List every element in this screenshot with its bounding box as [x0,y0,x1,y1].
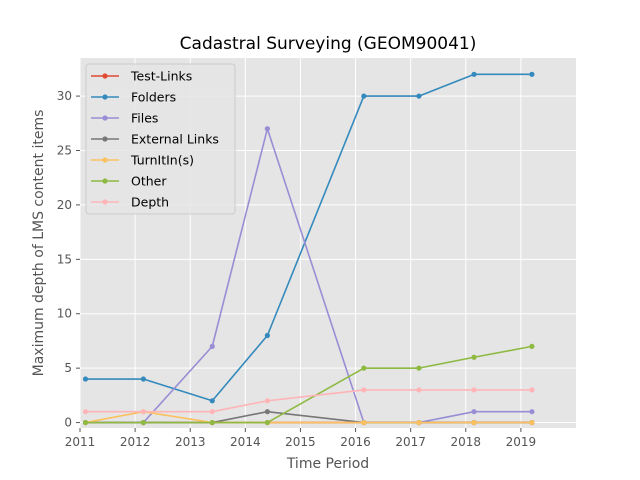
y-tick-label: 5 [64,361,72,375]
legend-label: Test-Links [130,69,192,84]
x-tick-label: 2018 [451,435,482,449]
y-tick-label: 10 [57,307,72,321]
data-point [361,365,367,371]
data-point [529,71,535,77]
chart-title: Cadastral Surveying (GEOM90041) [180,34,477,54]
data-point [416,387,422,393]
legend-item: Depth [91,195,169,210]
data-point [471,419,477,426]
legend: Test-Links Folders Files External Links Turn… [85,63,236,215]
legend-label: External Links [131,132,219,147]
legend-swatch-marker [102,73,108,79]
data-point [529,419,535,426]
data-point [209,398,215,404]
legend-label: TurnItIn(s) [130,153,194,168]
legend-swatch-marker [102,136,108,142]
legend-item: Files [91,111,158,126]
data-point [264,398,270,404]
data-point [471,409,477,415]
data-point [361,419,367,426]
legend-swatch-marker [102,199,108,205]
y-tick-label: 0 [64,416,72,430]
legend-item: TurnItIn(s) [91,153,194,168]
series-line [85,410,532,424]
data-point [529,409,535,415]
series-line [85,73,532,402]
x-tick-label: 2012 [120,435,151,449]
x-axis-label: Time Period [286,456,369,472]
data-point [140,409,146,415]
series-line [85,127,532,424]
data-point [82,376,89,382]
data-point [471,387,477,393]
data-point [264,126,270,132]
data-point [529,387,535,393]
legend-swatch-marker [102,115,108,121]
legend-swatch-marker [102,178,108,184]
data-point [82,419,89,426]
data-point [82,409,89,415]
legend-box [85,63,236,215]
data-point [264,419,270,426]
x-tick-label: 2015 [285,435,316,449]
axis-ticks: 2011 2012 2013 2014 2015 2016 2017 2018 20190510… [57,89,536,449]
legend-swatch-marker [102,94,108,100]
data-point [361,387,367,393]
x-tick-label: 2013 [175,435,206,449]
series-depth [82,387,535,415]
data-point [209,343,215,349]
data-point [471,71,477,77]
legend-label: Depth [131,195,169,210]
data-point [416,419,422,426]
series-layer [82,71,535,426]
y-tick-label: 30 [57,89,72,103]
data-point [416,365,422,371]
y-tick-label: 20 [57,198,72,212]
data-point [471,354,477,360]
series-folders [82,71,535,404]
x-tick-label: 2017 [395,435,426,449]
legend-label: Folders [131,90,176,105]
legend-item: Test-Links [91,69,192,84]
data-point [209,409,215,415]
x-tick-label: 2016 [340,435,371,449]
data-point [140,376,146,382]
legend-swatch-marker [102,157,108,163]
y-tick-label: 15 [57,252,72,266]
data-point [416,93,422,99]
legend-item: External Links [91,132,219,147]
legend-label: Other [131,174,167,189]
legend-item: Other [91,174,167,189]
x-tick-label: 2019 [506,435,537,449]
data-point [140,419,146,426]
series-line [85,389,532,413]
x-tick-label: 2011 [65,435,96,449]
data-point [264,332,270,339]
legend-item: Folders [91,90,176,105]
data-point [361,93,367,99]
legend-label: Files [131,111,158,126]
y-tick-label: 25 [57,144,72,158]
x-tick-label: 2014 [230,435,261,449]
data-point [529,343,535,349]
y-axis-label: Maximum depth of LMS content items [31,110,47,377]
data-point [264,409,270,415]
data-point [209,419,215,426]
